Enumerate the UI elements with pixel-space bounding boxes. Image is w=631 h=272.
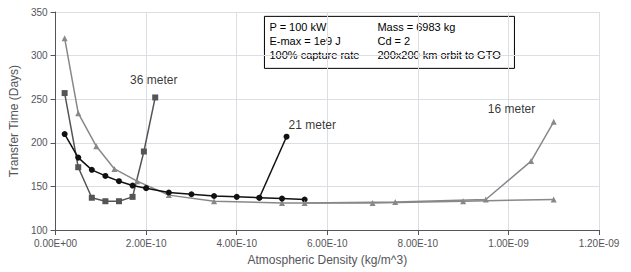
- svg-text:21 meter: 21 meter: [289, 118, 336, 132]
- svg-text:6.00E-10: 6.00E-10: [307, 238, 348, 249]
- svg-text:250: 250: [31, 94, 48, 105]
- svg-text:1.20E-09: 1.20E-09: [579, 238, 620, 249]
- svg-text:Transfer Time (Days): Transfer Time (Days): [7, 65, 21, 177]
- svg-text:1.00E-09: 1.00E-09: [488, 238, 529, 249]
- svg-text:200: 200: [31, 137, 48, 148]
- svg-text:4.00E-10: 4.00E-10: [216, 238, 257, 249]
- svg-text:8.00E-10: 8.00E-10: [398, 238, 439, 249]
- svg-text:200x200 km orbit to GTO: 200x200 km orbit to GTO: [377, 49, 501, 61]
- svg-text:300: 300: [31, 50, 48, 61]
- svg-text:E-max = 1e9 J: E-max = 1e9 J: [269, 35, 340, 47]
- svg-text:100: 100: [31, 225, 48, 236]
- svg-text:36 meter: 36 meter: [130, 73, 177, 87]
- svg-text:350: 350: [31, 7, 48, 18]
- svg-text:2.00E-10: 2.00E-10: [126, 238, 167, 249]
- svg-text:Atmospheric Density (kg/m^3): Atmospheric Density (kg/m^3): [247, 253, 407, 267]
- svg-text:150: 150: [31, 181, 48, 192]
- svg-text:0.00E+00: 0.00E+00: [34, 238, 78, 249]
- svg-text:Cd = 2: Cd = 2: [377, 35, 410, 47]
- svg-text:Mass = 6983 kg: Mass = 6983 kg: [377, 21, 455, 33]
- svg-text:16 meter: 16 meter: [488, 102, 535, 116]
- svg-text:P = 100 kW: P = 100 kW: [269, 21, 327, 33]
- svg-text:100% capture rate: 100% capture rate: [269, 49, 359, 61]
